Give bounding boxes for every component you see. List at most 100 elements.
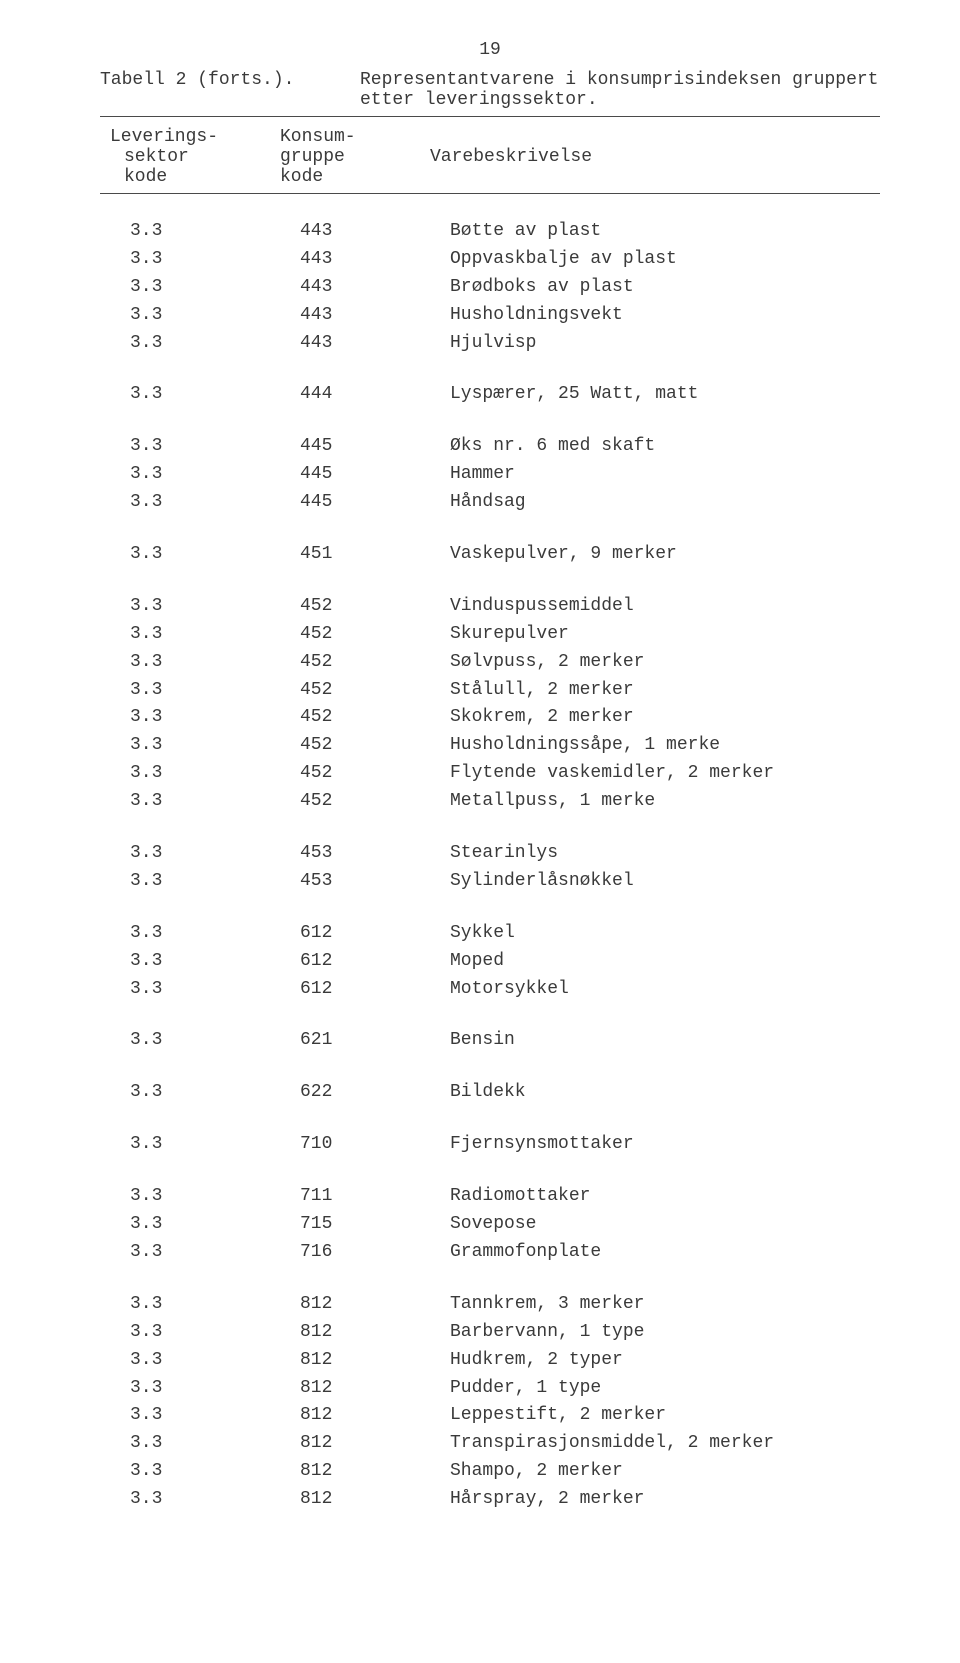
cell-gruppe: 716 bbox=[300, 1239, 450, 1267]
cell-gruppe: 443 bbox=[300, 302, 450, 330]
cell-desc: Fjernsynsmottaker bbox=[450, 1131, 880, 1159]
table-row: 3.3452Vinduspussemiddel bbox=[100, 593, 880, 621]
cell-sektor: 3.3 bbox=[100, 1347, 300, 1375]
table-header: Leverings- sektor kode Konsum- gruppe ko… bbox=[100, 121, 880, 189]
header-gruppe: Konsum- gruppe kode bbox=[280, 127, 430, 187]
table-row: 3.3812Leppestift, 2 merker bbox=[100, 1402, 880, 1430]
table-row: 3.3443Oppvaskbalje av plast bbox=[100, 246, 880, 274]
cell-gruppe: 812 bbox=[300, 1375, 450, 1403]
cell-gruppe: 812 bbox=[300, 1458, 450, 1486]
cell-sektor: 3.3 bbox=[100, 1183, 300, 1211]
header-sektor-l3: kode bbox=[110, 167, 280, 187]
cell-sektor: 3.3 bbox=[100, 1291, 300, 1319]
table-group: 3.3443Bøtte av plast3.3443Oppvaskbalje a… bbox=[100, 218, 880, 357]
cell-sektor: 3.3 bbox=[100, 218, 300, 246]
cell-desc: Håndsag bbox=[450, 489, 880, 517]
table-group: 3.3453Stearinlys3.3453Sylinderlåsnøkkel bbox=[100, 840, 880, 896]
cell-sektor: 3.3 bbox=[100, 1131, 300, 1159]
cell-desc: Husholdningsvekt bbox=[450, 302, 880, 330]
table-row: 3.3621Bensin bbox=[100, 1027, 880, 1055]
table-row: 3.3812Barbervann, 1 type bbox=[100, 1319, 880, 1347]
header-gruppe-l1: Konsum- bbox=[280, 127, 430, 147]
cell-gruppe: 443 bbox=[300, 246, 450, 274]
cell-desc: Sylinderlåsnøkkel bbox=[450, 868, 880, 896]
cell-sektor: 3.3 bbox=[100, 274, 300, 302]
cell-desc: Motorsykkel bbox=[450, 976, 880, 1004]
cell-sektor: 3.3 bbox=[100, 302, 300, 330]
cell-gruppe: 445 bbox=[300, 433, 450, 461]
table-group: 3.3452Vinduspussemiddel3.3452Skurepulver… bbox=[100, 593, 880, 816]
table-row: 3.3452Metallpuss, 1 merke bbox=[100, 788, 880, 816]
cell-gruppe: 452 bbox=[300, 760, 450, 788]
document-page: 19 Tabell 2 (forts.). Representantvarene… bbox=[0, 0, 960, 1574]
cell-gruppe: 452 bbox=[300, 788, 450, 816]
table-row: 3.3612Moped bbox=[100, 948, 880, 976]
table-row: 3.3452Stålull, 2 merker bbox=[100, 677, 880, 705]
cell-desc: Skokrem, 2 merker bbox=[450, 704, 880, 732]
cell-sektor: 3.3 bbox=[100, 1239, 300, 1267]
header-desc: Varebeskrivelse bbox=[430, 127, 880, 187]
cell-sektor: 3.3 bbox=[100, 1211, 300, 1239]
cell-sektor: 3.3 bbox=[100, 1079, 300, 1107]
cell-desc: Hårspray, 2 merker bbox=[450, 1486, 880, 1514]
table-row: 3.3453Stearinlys bbox=[100, 840, 880, 868]
cell-sektor: 3.3 bbox=[100, 948, 300, 976]
cell-gruppe: 445 bbox=[300, 461, 450, 489]
cell-gruppe: 452 bbox=[300, 593, 450, 621]
title-right-line2: etter leveringssektor. bbox=[360, 90, 880, 110]
table-group: 3.3622Bildekk bbox=[100, 1079, 880, 1107]
cell-gruppe: 451 bbox=[300, 541, 450, 569]
table-row: 3.3812Hudkrem, 2 typer bbox=[100, 1347, 880, 1375]
cell-sektor: 3.3 bbox=[100, 840, 300, 868]
cell-sektor: 3.3 bbox=[100, 1027, 300, 1055]
header-sektor: Leverings- sektor kode bbox=[100, 127, 280, 187]
table-row: 3.3716Grammofonplate bbox=[100, 1239, 880, 1267]
cell-gruppe: 622 bbox=[300, 1079, 450, 1107]
table-row: 3.3452Sølvpuss, 2 merker bbox=[100, 649, 880, 677]
cell-desc: Sølvpuss, 2 merker bbox=[450, 649, 880, 677]
table-row: 3.3453Sylinderlåsnøkkel bbox=[100, 868, 880, 896]
table-row: 3.3711Radiomottaker bbox=[100, 1183, 880, 1211]
table-title: Tabell 2 (forts.). Representantvarene i … bbox=[100, 70, 880, 110]
rule-bottom bbox=[100, 193, 880, 194]
table-group: 3.3445Øks nr. 6 med skaft3.3445Hammer3.3… bbox=[100, 433, 880, 517]
cell-sektor: 3.3 bbox=[100, 433, 300, 461]
cell-sektor: 3.3 bbox=[100, 1375, 300, 1403]
page-number: 19 bbox=[100, 40, 880, 60]
header-gruppe-l2: gruppe bbox=[280, 147, 430, 167]
cell-desc: Skurepulver bbox=[450, 621, 880, 649]
table-row: 3.3445Hammer bbox=[100, 461, 880, 489]
title-right: Representantvarene i konsumprisindeksen … bbox=[360, 70, 880, 110]
cell-desc: Radiomottaker bbox=[450, 1183, 880, 1211]
table-group: 3.3812Tannkrem, 3 merker3.3812Barbervann… bbox=[100, 1291, 880, 1514]
cell-sektor: 3.3 bbox=[100, 920, 300, 948]
cell-desc: Shampo, 2 merker bbox=[450, 1458, 880, 1486]
table-row: 3.3452Husholdningssåpe, 1 merke bbox=[100, 732, 880, 760]
table-body: 3.3443Bøtte av plast3.3443Oppvaskbalje a… bbox=[100, 218, 880, 1514]
cell-desc: Tannkrem, 3 merker bbox=[450, 1291, 880, 1319]
cell-desc: Sovepose bbox=[450, 1211, 880, 1239]
cell-gruppe: 453 bbox=[300, 840, 450, 868]
cell-gruppe: 612 bbox=[300, 948, 450, 976]
cell-gruppe: 812 bbox=[300, 1291, 450, 1319]
cell-gruppe: 710 bbox=[300, 1131, 450, 1159]
table-row: 3.3443Brødboks av plast bbox=[100, 274, 880, 302]
table-row: 3.3452Skokrem, 2 merker bbox=[100, 704, 880, 732]
cell-gruppe: 812 bbox=[300, 1430, 450, 1458]
cell-desc: Transpirasjonsmiddel, 2 merker bbox=[450, 1430, 880, 1458]
cell-desc: Sykkel bbox=[450, 920, 880, 948]
table-row: 3.3443Husholdningsvekt bbox=[100, 302, 880, 330]
cell-gruppe: 612 bbox=[300, 976, 450, 1004]
cell-desc: Bensin bbox=[450, 1027, 880, 1055]
cell-desc: Bøtte av plast bbox=[450, 218, 880, 246]
cell-sektor: 3.3 bbox=[100, 732, 300, 760]
cell-desc: Øks nr. 6 med skaft bbox=[450, 433, 880, 461]
cell-desc: Metallpuss, 1 merke bbox=[450, 788, 880, 816]
cell-sektor: 3.3 bbox=[100, 1319, 300, 1347]
cell-sektor: 3.3 bbox=[100, 788, 300, 816]
cell-desc: Barbervann, 1 type bbox=[450, 1319, 880, 1347]
cell-desc: Flytende vaskemidler, 2 merker bbox=[450, 760, 880, 788]
cell-sektor: 3.3 bbox=[100, 868, 300, 896]
cell-gruppe: 812 bbox=[300, 1486, 450, 1514]
cell-desc: Pudder, 1 type bbox=[450, 1375, 880, 1403]
